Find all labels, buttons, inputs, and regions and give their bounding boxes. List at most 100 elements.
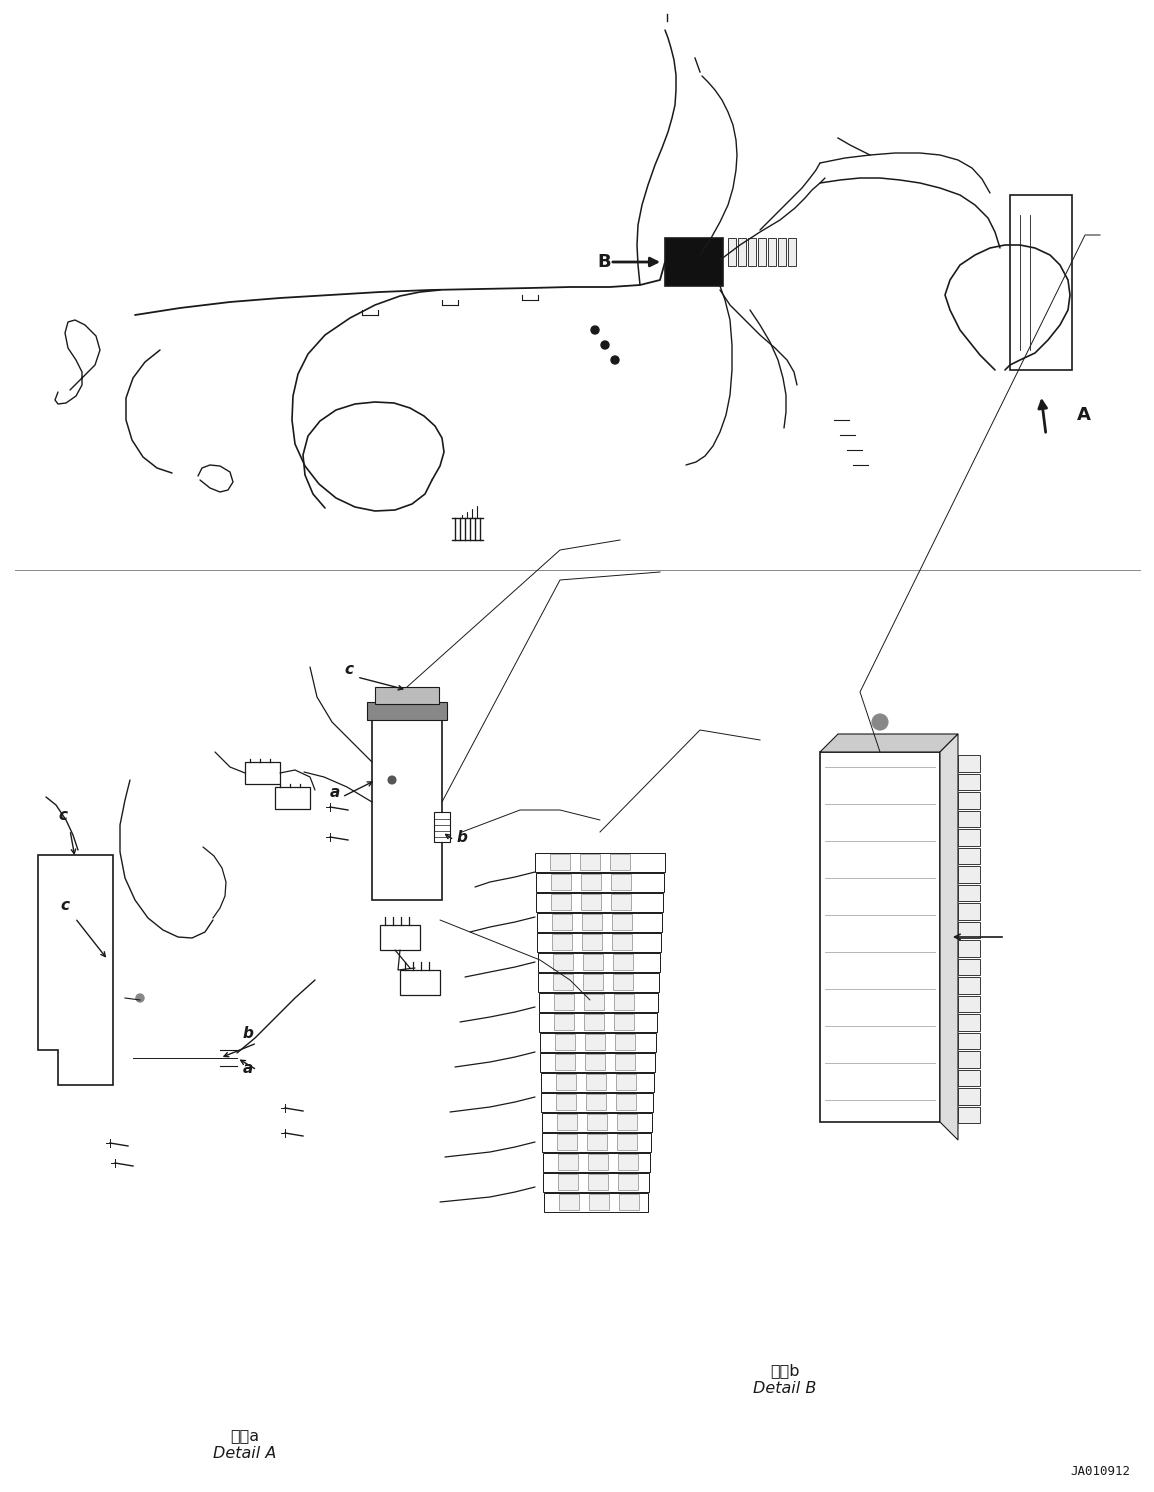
Text: JA010912: JA010912 <box>1070 1465 1130 1479</box>
Bar <box>245 762 280 783</box>
Bar <box>958 792 980 809</box>
Bar <box>617 1153 637 1170</box>
Bar <box>615 1074 636 1091</box>
Bar <box>537 913 662 932</box>
Bar <box>958 977 980 994</box>
Bar <box>584 1015 604 1029</box>
Polygon shape <box>38 855 113 1085</box>
Bar <box>582 915 601 930</box>
Bar <box>958 1015 980 1031</box>
Bar <box>544 1173 649 1192</box>
Text: c: c <box>344 662 353 677</box>
Bar <box>535 894 664 912</box>
Text: Detail B: Detail B <box>754 1382 817 1397</box>
Bar <box>552 915 571 930</box>
Bar <box>613 953 632 970</box>
Bar <box>612 915 631 930</box>
Bar <box>778 239 786 266</box>
Bar <box>580 853 600 870</box>
Bar <box>542 1132 651 1152</box>
Bar <box>614 1015 634 1029</box>
Bar <box>585 1074 606 1091</box>
Bar <box>958 810 980 827</box>
Bar <box>557 1134 577 1150</box>
Bar <box>958 958 980 974</box>
Bar <box>958 1050 980 1067</box>
Polygon shape <box>367 703 447 721</box>
Bar <box>585 1053 605 1070</box>
Bar <box>748 239 756 266</box>
Circle shape <box>591 325 599 334</box>
Bar <box>587 1153 607 1170</box>
Bar <box>550 894 571 910</box>
Bar <box>559 1194 578 1210</box>
Bar <box>614 994 634 1010</box>
Bar <box>610 894 631 910</box>
Bar <box>550 874 570 891</box>
Bar <box>584 1034 605 1050</box>
Bar <box>958 885 980 901</box>
Bar <box>556 1115 577 1129</box>
Bar <box>612 934 632 950</box>
Bar <box>958 755 980 771</box>
Bar <box>587 1134 607 1150</box>
Bar <box>541 1094 653 1112</box>
Bar <box>616 1115 637 1129</box>
Bar <box>665 239 724 286</box>
Bar <box>958 1088 980 1104</box>
Bar <box>958 773 980 789</box>
Polygon shape <box>375 686 439 704</box>
Bar <box>559 1174 578 1191</box>
Bar <box>758 239 766 266</box>
Bar <box>614 1034 635 1050</box>
Bar <box>580 894 601 910</box>
Polygon shape <box>941 734 958 1140</box>
Bar <box>820 752 941 1122</box>
Bar <box>958 940 980 956</box>
Bar <box>550 853 570 870</box>
Bar <box>554 1015 574 1029</box>
Bar <box>589 1174 608 1191</box>
Bar <box>400 970 440 995</box>
Bar <box>619 1194 638 1210</box>
Bar <box>555 1034 575 1050</box>
Bar <box>589 1194 608 1210</box>
Bar <box>539 994 658 1012</box>
Bar <box>615 1053 635 1070</box>
Bar <box>538 973 659 992</box>
Bar <box>538 953 660 971</box>
Bar <box>553 953 572 970</box>
Bar <box>544 1194 649 1212</box>
Bar <box>958 903 980 919</box>
Bar <box>958 847 980 864</box>
Bar <box>958 995 980 1012</box>
Text: a: a <box>243 1061 253 1076</box>
Bar <box>617 1134 637 1150</box>
Bar <box>540 1032 655 1052</box>
Bar <box>540 1053 655 1071</box>
Text: B: B <box>597 254 610 272</box>
Polygon shape <box>820 734 958 752</box>
Text: b: b <box>243 1026 254 1041</box>
Bar <box>958 865 980 882</box>
Circle shape <box>872 715 887 730</box>
Circle shape <box>610 357 619 364</box>
Text: c: c <box>60 898 69 913</box>
Bar <box>583 974 604 991</box>
Text: b: b <box>457 830 467 844</box>
Bar <box>580 874 600 891</box>
Bar <box>958 1070 980 1086</box>
Bar <box>555 1053 575 1070</box>
Bar <box>555 1074 576 1091</box>
Bar <box>380 925 420 950</box>
Bar <box>584 994 604 1010</box>
Bar <box>769 239 775 266</box>
Bar <box>958 830 980 846</box>
Bar <box>728 239 736 266</box>
Bar <box>739 239 745 266</box>
Bar <box>958 1032 980 1049</box>
Bar <box>1010 195 1072 370</box>
Text: a: a <box>330 785 340 800</box>
Bar <box>616 1094 636 1110</box>
Text: Detail A: Detail A <box>213 1446 277 1461</box>
